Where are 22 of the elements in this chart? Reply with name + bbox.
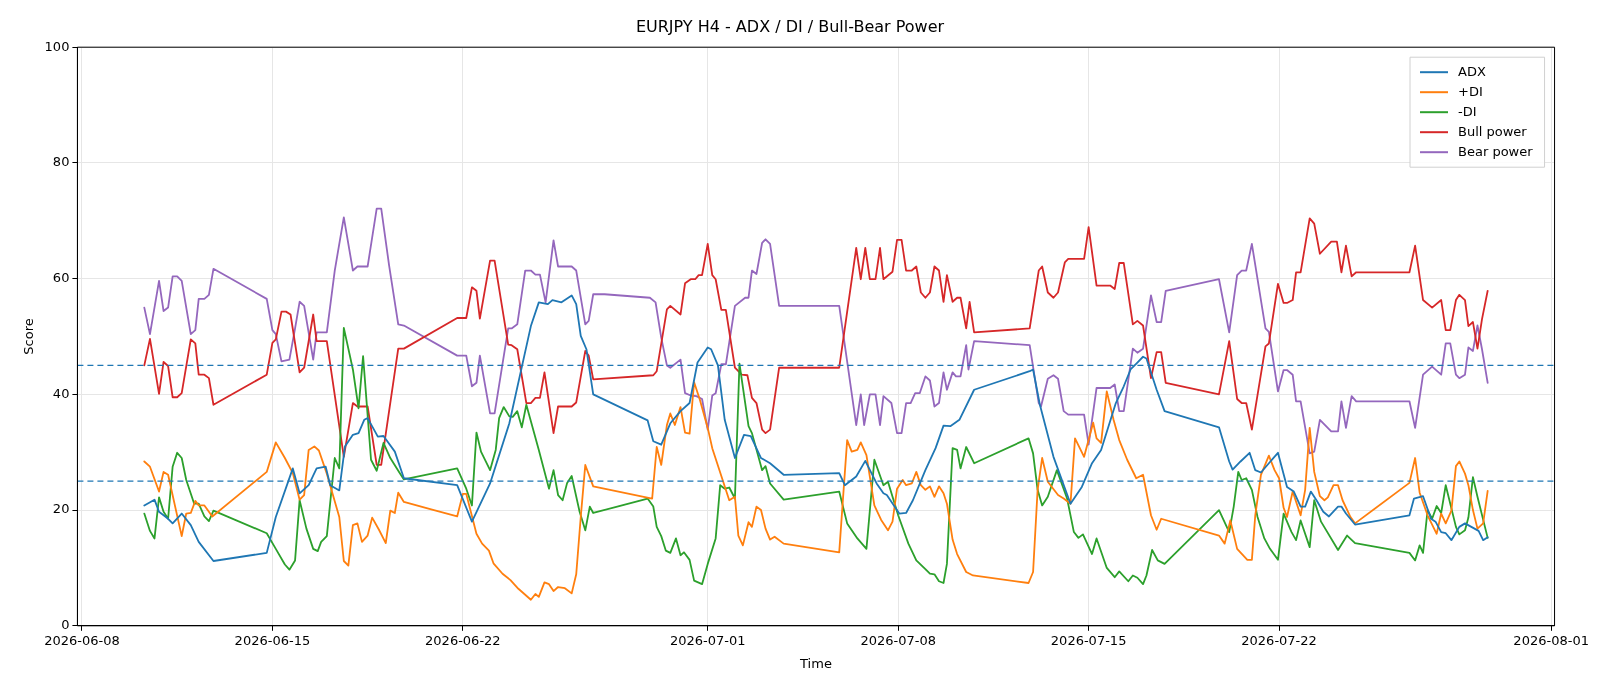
x-tick-label: 2026-06-08 [44, 632, 120, 648]
x-tick-label: 2026-06-15 [234, 632, 311, 648]
x-tick-label: 2026-07-15 [1050, 632, 1127, 648]
legend-label: ADX [1458, 63, 1486, 79]
legend-label: -DI [1458, 103, 1477, 119]
y-tick-label: 100 [44, 38, 70, 54]
y-tick-label: 60 [52, 270, 70, 286]
chart-title: EURJPY H4 - ADX / DI / Bull-Bear Power [635, 16, 945, 36]
y-tick-label: 80 [52, 154, 70, 170]
y-tick-label: 20 [52, 501, 70, 517]
x-tick-label: 2026-07-01 [669, 632, 746, 648]
y-axis-title: Score [21, 318, 37, 355]
legend-label: Bear power [1458, 143, 1534, 159]
x-tick-label: 2026-06-22 [425, 632, 501, 648]
y-tick-label: 40 [52, 385, 70, 401]
x-tick-label: 2026-07-22 [1241, 632, 1317, 648]
legend-label: Bull power [1458, 123, 1528, 139]
x-axis-title: Time [799, 655, 832, 671]
y-tick-label: 0 [61, 617, 70, 633]
x-tick-label: 2026-07-08 [860, 632, 936, 648]
x-tick-label: 2026-08-01 [1513, 632, 1589, 648]
legend-label: +DI [1458, 83, 1483, 99]
